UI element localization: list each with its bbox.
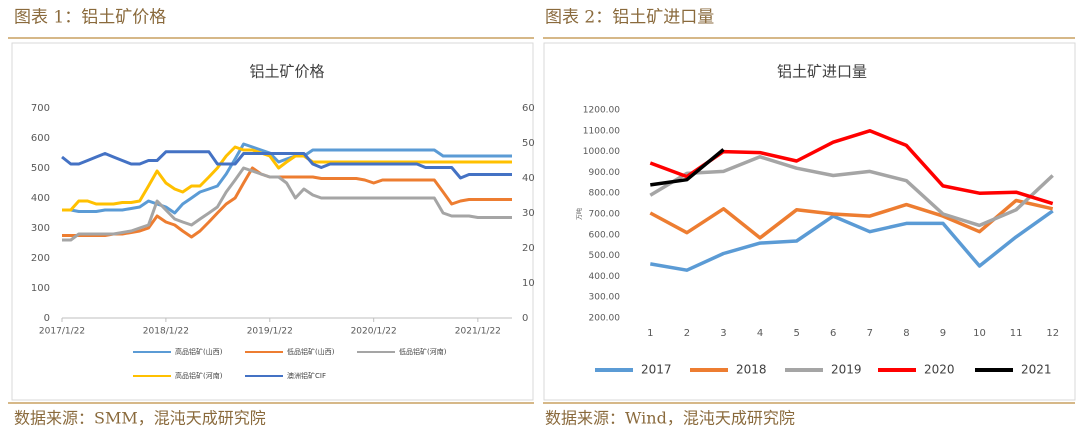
x-tick-label: 4 xyxy=(757,328,763,339)
y-tick-label: 800.00 xyxy=(589,189,621,199)
y2-tick-label: 0 xyxy=(522,313,528,324)
legend-label: 高品铝矿(山西) xyxy=(175,347,223,356)
series-line xyxy=(62,145,512,212)
x-tick-label: 11 xyxy=(1010,328,1023,339)
y-tick-label: 200.00 xyxy=(589,314,621,324)
x-tick-label: 3 xyxy=(720,328,726,339)
y-tick-label: 1000.00 xyxy=(583,147,620,157)
x-tick-label: 9 xyxy=(940,328,946,339)
y2-tick-label: 60 xyxy=(522,103,535,114)
series-line xyxy=(61,150,512,180)
x-tick-label: 2017/1/22 xyxy=(39,327,85,337)
x-tick-label: 8 xyxy=(903,328,909,339)
legend-label: 2018 xyxy=(736,363,767,377)
chart-frame xyxy=(11,42,534,401)
series-line xyxy=(62,142,512,215)
y-tick-label: 900.00 xyxy=(589,168,621,178)
x-tick-label: 2 xyxy=(684,328,690,339)
y2-tick-label: 10 xyxy=(522,278,535,289)
legend-label: 澳洲铝矿CIF xyxy=(287,371,326,380)
series-line xyxy=(650,148,725,187)
x-tick-label: 1 xyxy=(647,328,653,339)
source: 数据来源：Wind，混沌天成研究院 xyxy=(545,409,795,428)
series-line xyxy=(62,166,512,239)
x-tick-label: 2020/1/22 xyxy=(351,327,397,337)
y-tick-label: 0 xyxy=(44,313,50,324)
y-tick-label: 700 xyxy=(31,103,50,114)
legend-label: 低品铝矿(山西) xyxy=(287,347,335,356)
caption: 图表 2：铝土矿进口量 xyxy=(545,8,714,28)
series-line xyxy=(62,166,512,242)
x-tick-label: 2019/1/22 xyxy=(247,327,293,337)
y-axis-label: 万吨 xyxy=(576,208,584,220)
y-tick-label: 500 xyxy=(31,163,50,174)
y-tick-label: 600 xyxy=(31,133,50,144)
legend-label: 高品铝矿(河南) xyxy=(175,371,223,380)
chart-frame xyxy=(543,42,1076,401)
y2-tick-label: 40 xyxy=(522,173,535,184)
y-tick-label: 300 xyxy=(31,223,50,234)
y-tick-label: 600.00 xyxy=(589,230,621,240)
y-tick-label: 1100.00 xyxy=(583,126,620,136)
y2-tick-label: 50 xyxy=(522,138,535,149)
series-line xyxy=(649,155,1054,228)
y2-tick-label: 20 xyxy=(522,243,535,254)
x-tick-label: 10 xyxy=(973,328,986,339)
legend-label: 2017 xyxy=(641,363,672,377)
x-tick-label: 5 xyxy=(793,328,799,339)
chart-title: 铝土矿价格 xyxy=(249,63,324,81)
y-tick-label: 400 xyxy=(31,193,50,204)
caption: 图表 1：铝土矿价格 xyxy=(14,8,166,28)
y-tick-label: 700.00 xyxy=(589,210,621,220)
y-tick-label: 1200.00 xyxy=(583,106,620,116)
y-tick-label: 400.00 xyxy=(589,272,621,282)
x-tick-label: 2018/1/22 xyxy=(143,327,189,337)
series-line xyxy=(649,129,1054,206)
y2-tick-label: 30 xyxy=(522,208,535,219)
legend-label: 2019 xyxy=(831,363,862,377)
y-tick-label: 300.00 xyxy=(589,293,621,303)
legend-label: 2021 xyxy=(1021,363,1052,377)
y-tick-label: 500.00 xyxy=(589,251,621,261)
x-tick-label: 2021/1/22 xyxy=(455,327,501,337)
legend-label: 2020 xyxy=(924,363,955,377)
x-tick-label: 7 xyxy=(867,328,873,339)
chart-title: 铝土矿进口量 xyxy=(777,63,867,81)
legend-label: 低品铝矿(河南) xyxy=(399,347,447,356)
series-line xyxy=(650,209,1054,272)
x-tick-label: 12 xyxy=(1046,328,1059,339)
series-line xyxy=(649,198,1054,240)
y-tick-label: 200 xyxy=(31,253,50,264)
source: 数据来源：SMM，混沌天成研究院 xyxy=(14,409,266,428)
x-tick-label: 6 xyxy=(830,328,836,339)
y-tick-label: 100 xyxy=(31,283,50,294)
